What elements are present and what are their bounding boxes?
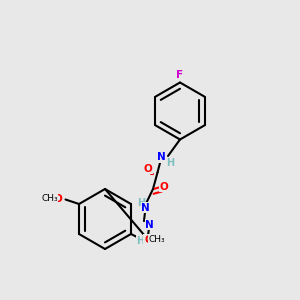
Text: O: O xyxy=(159,182,168,192)
Text: O: O xyxy=(54,194,62,204)
Text: N: N xyxy=(145,220,154,230)
Text: F: F xyxy=(176,70,184,80)
Text: N: N xyxy=(157,152,166,163)
Text: CH₃: CH₃ xyxy=(148,236,165,244)
Text: N: N xyxy=(141,202,150,213)
Text: H: H xyxy=(136,236,144,246)
Text: O: O xyxy=(144,235,153,245)
Text: H: H xyxy=(166,158,174,169)
Text: O: O xyxy=(143,164,152,174)
Text: H: H xyxy=(136,198,145,208)
Text: CH₃: CH₃ xyxy=(41,194,58,203)
